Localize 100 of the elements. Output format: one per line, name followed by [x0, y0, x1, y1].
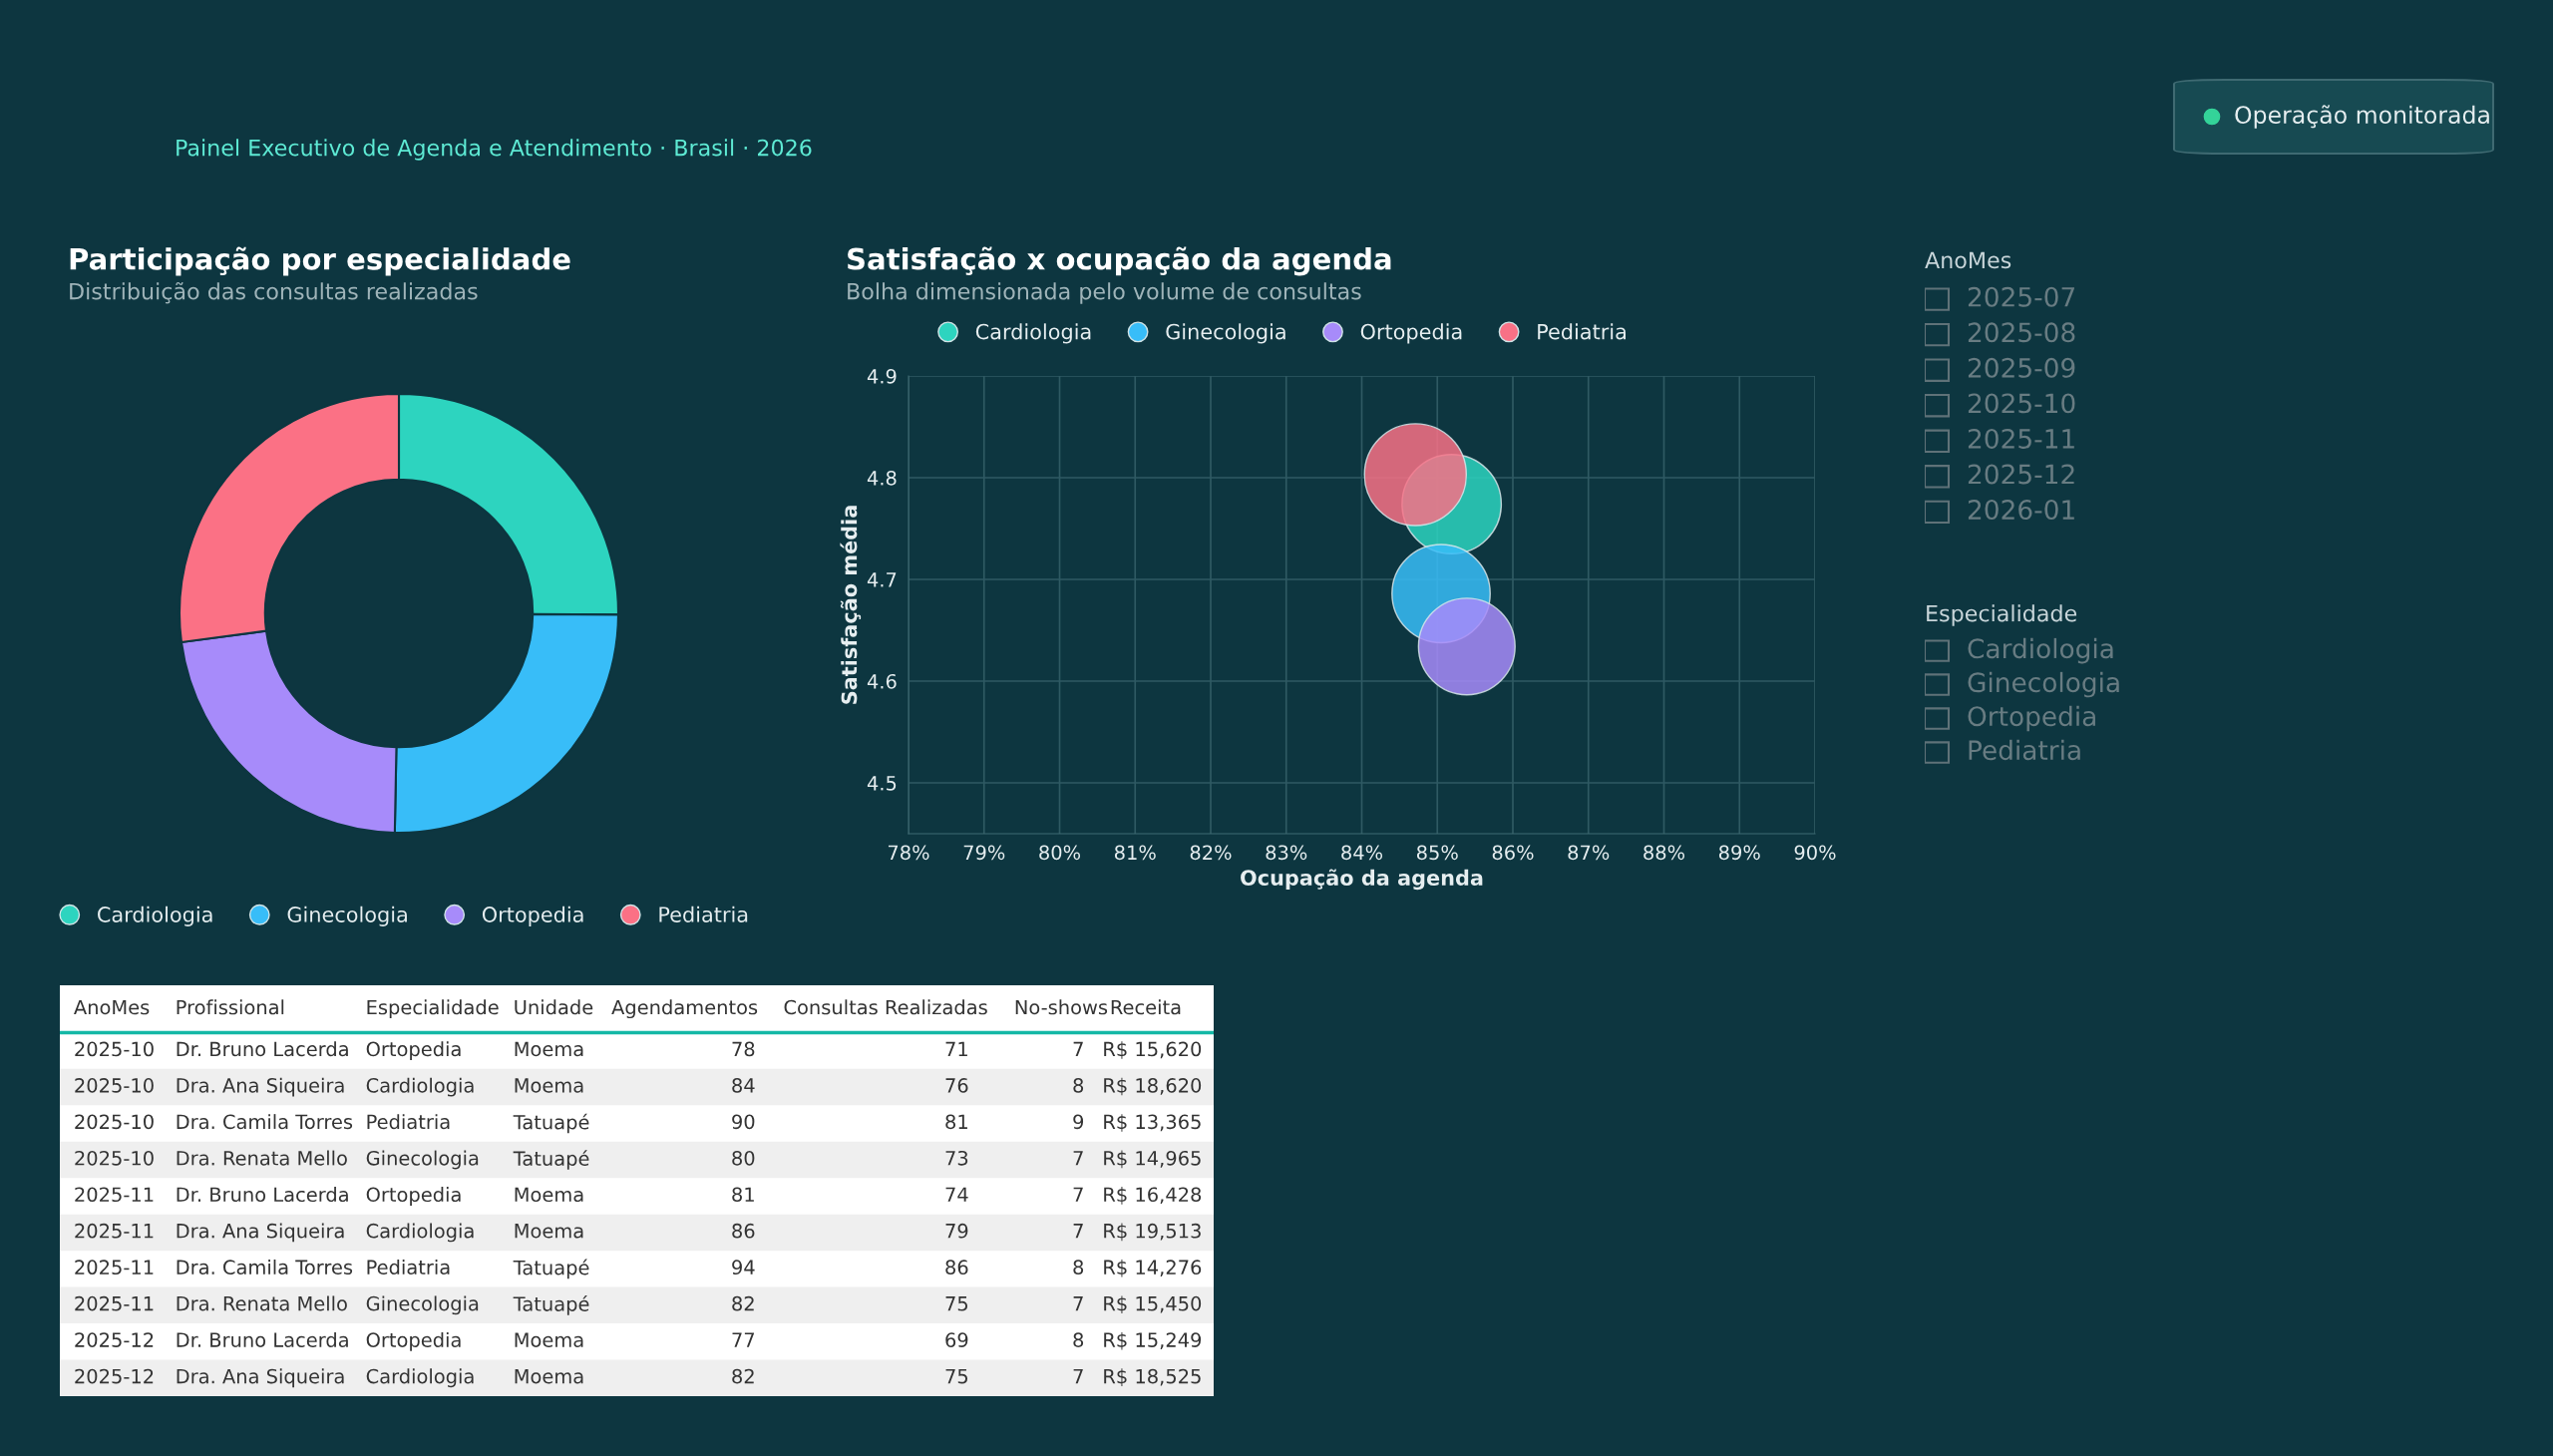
text: 2025-11	[75, 1295, 154, 1311]
text: Tatuapé	[513, 1259, 589, 1279]
text: Ginecologia	[366, 1295, 479, 1315]
legend-label: Cardiologia	[98, 906, 212, 926]
text: 79	[945, 1223, 968, 1239]
category-label: Consultas Realizadas	[784, 999, 987, 1015]
text: Pediatria	[367, 1114, 450, 1130]
text: R$ 18,620	[1104, 1077, 1202, 1096]
category-label: Pediatria	[1969, 739, 2080, 761]
text: Operação monitorada	[2235, 105, 2489, 129]
x-tick-label: 78%	[888, 845, 929, 861]
text: Dr. Bruno Lacerda	[177, 1331, 348, 1347]
text: 2025-11	[75, 1187, 154, 1203]
text: Cardiologia	[366, 1368, 474, 1388]
y-tick-label: 4.9	[867, 368, 897, 384]
category-label: Unidade	[515, 999, 593, 1015]
text: Dra. Renata Mello	[177, 1150, 347, 1166]
text: 2025-10	[75, 1041, 154, 1057]
x-tick-label: 81%	[1114, 845, 1156, 861]
text: Tatuapé	[513, 1295, 589, 1315]
text: Painel Executivo de Agenda e Atendimento · Brasil · 2026	[177, 139, 812, 161]
text: Dra. Camila Torres	[177, 1259, 353, 1275]
text: R$ 15,620	[1104, 1041, 1202, 1059]
text: 7	[1073, 1368, 1083, 1384]
text: 8	[1073, 1078, 1084, 1093]
text: Moema	[515, 1187, 583, 1203]
text: Ortopedia	[366, 1041, 461, 1061]
x-tick-label: 87%	[1568, 845, 1610, 861]
text: Ortopedia	[366, 1187, 461, 1206]
category-label: No-shows	[1015, 999, 1108, 1015]
text: 2025-11	[75, 1260, 154, 1275]
text: 7	[1073, 1187, 1083, 1202]
text: Moema	[515, 1332, 583, 1347]
text: R$ 19,513	[1104, 1223, 1201, 1242]
category-label: 2025-09	[1968, 357, 2075, 378]
text: 9	[1073, 1114, 1084, 1130]
text: R$ 14,965	[1104, 1150, 1201, 1169]
text: Ginecologia	[366, 1150, 479, 1170]
y-tick-label: 4.6	[867, 673, 897, 689]
legend-label: Pediatria	[659, 906, 748, 922]
y-axis-title: Satisfação média	[840, 506, 862, 704]
category-label: 2025-08	[1968, 322, 2075, 343]
category-label: Ginecologia	[1968, 671, 2119, 698]
y-tick-label: 4.7	[867, 572, 897, 587]
x-tick-label: 84%	[1341, 845, 1383, 861]
text: 73	[945, 1150, 968, 1166]
legend-label: Ginecologia	[1166, 323, 1285, 344]
text: Pediatria	[367, 1259, 450, 1275]
text: Moema	[515, 1224, 583, 1239]
text: R$ 16,428	[1104, 1187, 1202, 1205]
y-tick-label: 4.8	[867, 470, 897, 486]
text: 2025-11	[75, 1223, 154, 1239]
text: Moema	[515, 1041, 583, 1057]
text: 74	[945, 1187, 968, 1202]
category-label: 2025-07	[1968, 286, 2074, 307]
text: 8	[1073, 1332, 1084, 1347]
text: 2025-10	[75, 1150, 154, 1166]
text: Tatuapé	[513, 1113, 589, 1134]
text: 69	[945, 1332, 968, 1347]
text: 80	[732, 1150, 755, 1166]
category-label: AnoMes	[74, 999, 150, 1015]
text: R$ 15,450	[1104, 1295, 1202, 1314]
x-tick-label: 82%	[1190, 845, 1232, 861]
text: R$ 13,365	[1104, 1114, 1201, 1132]
text: Ortopedia	[366, 1331, 461, 1351]
legend-label: Cardiologia	[975, 323, 1091, 344]
text: 75	[945, 1368, 968, 1384]
text: R$ 15,249	[1104, 1331, 1202, 1350]
text: Moema	[515, 1078, 583, 1093]
text: 2025-12	[75, 1368, 154, 1384]
text: 8	[1073, 1260, 1084, 1275]
text: Cardiologia	[366, 1077, 474, 1097]
text: R$ 14,276	[1104, 1259, 1202, 1277]
chart-title: Participação por especialidade	[70, 246, 570, 276]
x-tick-label: 80%	[1039, 845, 1081, 861]
x-tick-label: 83%	[1266, 845, 1307, 861]
text: R$ 18,525	[1104, 1368, 1201, 1386]
text: 84	[732, 1078, 755, 1093]
text: Dr. Bruno Lacerda	[177, 1041, 348, 1057]
text: 94	[732, 1260, 755, 1275]
x-tick-label: 86%	[1492, 845, 1534, 861]
text: 7	[1073, 1041, 1083, 1056]
x-tick-label: 85%	[1416, 845, 1458, 861]
text: 2025-10	[75, 1078, 154, 1093]
text: Dra. Ana Siqueira	[177, 1077, 344, 1097]
text: Dra. Ana Siqueira	[177, 1223, 344, 1243]
text: 78	[732, 1041, 755, 1057]
category-label: 2026-01	[1968, 500, 2074, 520]
chart-subtitle: Distribuição das consultas realizadas	[70, 281, 478, 304]
text: Dra. Camila Torres	[177, 1114, 353, 1130]
text: 7	[1073, 1224, 1083, 1239]
text: Dr. Bruno Lacerda	[177, 1187, 348, 1203]
text: Especialidade	[1927, 604, 2077, 626]
text: 81	[945, 1114, 967, 1130]
text: 2025-12	[75, 1332, 154, 1347]
x-tick-label: 89%	[1718, 845, 1760, 861]
chart-title: Satisfação x ocupação da agenda	[848, 246, 1391, 276]
category-label: 2025-11	[1968, 428, 2074, 449]
chart-subtitle: Bolha dimensionada pelo volume de consultas	[848, 282, 1361, 304]
x-axis-title: Ocupação da agenda	[1241, 869, 1483, 891]
